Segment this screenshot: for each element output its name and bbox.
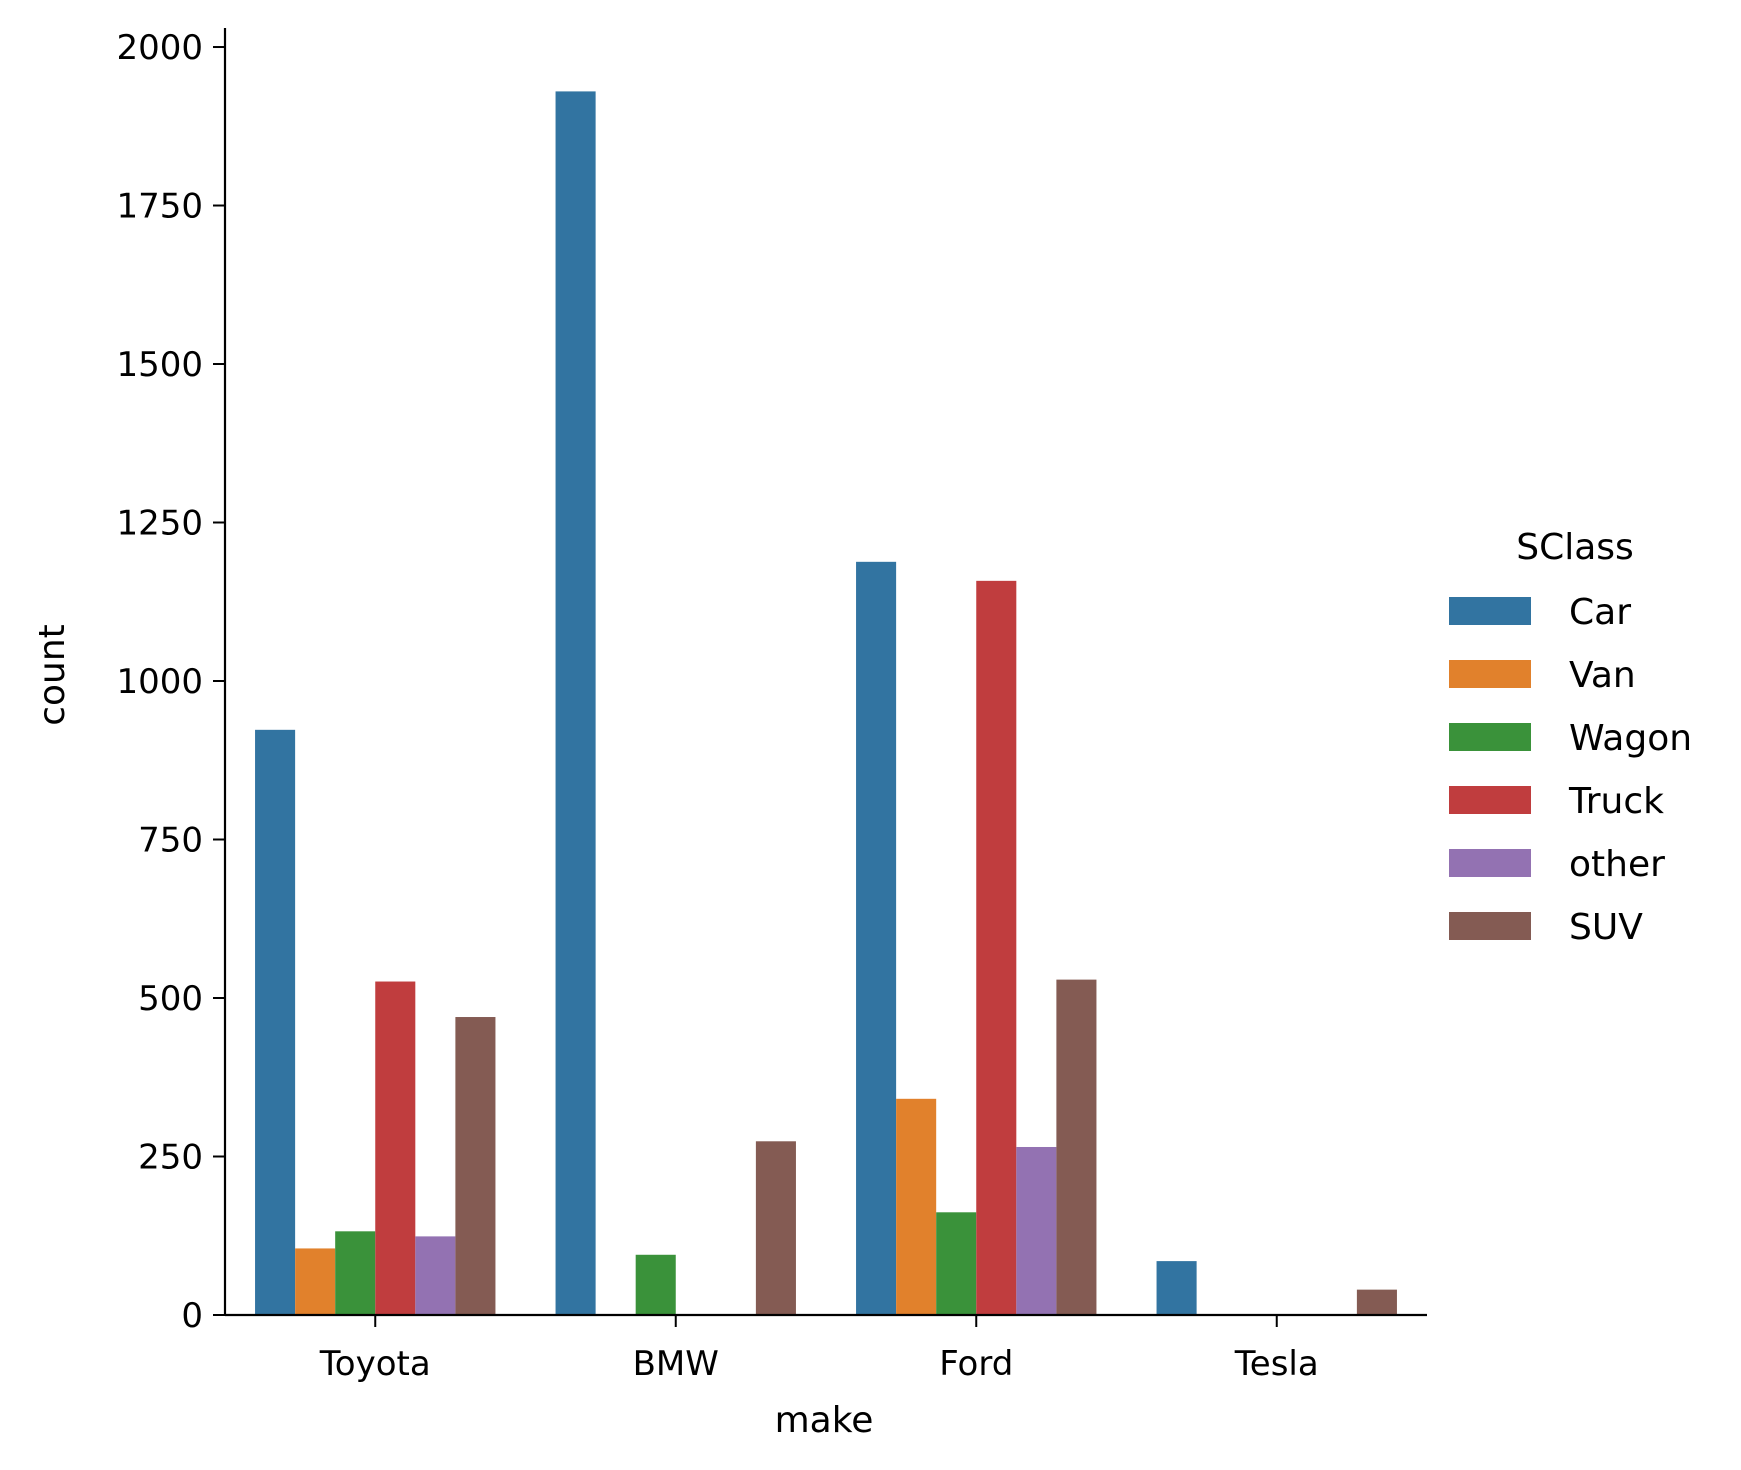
y-tick-label: 1000 — [116, 662, 203, 702]
x-axis-label: make — [775, 1400, 874, 1441]
bar-toyota-wagon — [335, 1231, 376, 1315]
legend-swatch-truck — [1449, 786, 1531, 814]
legend-title: SClass — [1516, 527, 1634, 568]
y-axis: 0 250 500 750 1000 1250 1500 1750 2000 — [116, 28, 227, 1336]
y-tick-label: 750 — [138, 821, 203, 861]
legend-label-car: Car — [1569, 592, 1631, 633]
bar-ford-suv — [1056, 979, 1097, 1315]
bar-ford-wagon — [936, 1212, 977, 1315]
y-tick-label: 1500 — [116, 345, 203, 385]
y-tick-label: 250 — [138, 1138, 203, 1178]
x-tick-label-tesla: Tesla — [1234, 1344, 1319, 1384]
bar-ford-van — [896, 1098, 937, 1315]
x-axis: Toyota BMW Ford Tesla — [225, 1313, 1427, 1384]
legend-label-van: Van — [1569, 655, 1636, 696]
bar-bmw-car — [555, 91, 596, 1315]
legend-label-suv: SUV — [1569, 907, 1643, 948]
x-tick-label-toyota: Toyota — [319, 1344, 431, 1384]
y-tick-label: 0 — [181, 1296, 203, 1336]
legend-label-truck: Truck — [1568, 781, 1664, 822]
bar-toyota-suv — [455, 1017, 496, 1315]
x-tick-label-bmw: BMW — [633, 1344, 719, 1384]
y-axis-label: count — [32, 624, 73, 726]
bar-ford-car — [856, 561, 897, 1315]
y-tick-label: 1250 — [116, 504, 203, 544]
bar-toyota-other — [415, 1236, 456, 1315]
y-tick-label: 500 — [138, 979, 203, 1019]
bars-group — [255, 91, 1397, 1315]
y-tick-label: 2000 — [116, 28, 203, 68]
bar-tesla-car — [1156, 1261, 1197, 1315]
legend: SClass Car Van Wagon Truck other SUV — [1449, 527, 1692, 948]
bar-tesla-suv — [1356, 1289, 1397, 1315]
bar-toyota-car — [255, 729, 296, 1315]
legend-swatch-car — [1449, 597, 1531, 625]
x-tick-label-ford: Ford — [939, 1344, 1013, 1384]
legend-swatch-suv — [1449, 912, 1531, 940]
y-tick-label: 1750 — [116, 187, 203, 227]
legend-label-other: other — [1569, 844, 1665, 885]
legend-label-wagon: Wagon — [1569, 718, 1692, 759]
legend-swatch-other — [1449, 849, 1531, 877]
legend-swatch-wagon — [1449, 723, 1531, 751]
bar-bmw-suv — [755, 1141, 796, 1315]
bar-toyota-truck — [375, 981, 416, 1315]
bar-ford-other — [1016, 1146, 1057, 1315]
bar-ford-truck — [976, 580, 1017, 1315]
bar-toyota-van — [295, 1248, 336, 1315]
bar-bmw-wagon — [635, 1254, 676, 1315]
legend-swatch-van — [1449, 660, 1531, 688]
